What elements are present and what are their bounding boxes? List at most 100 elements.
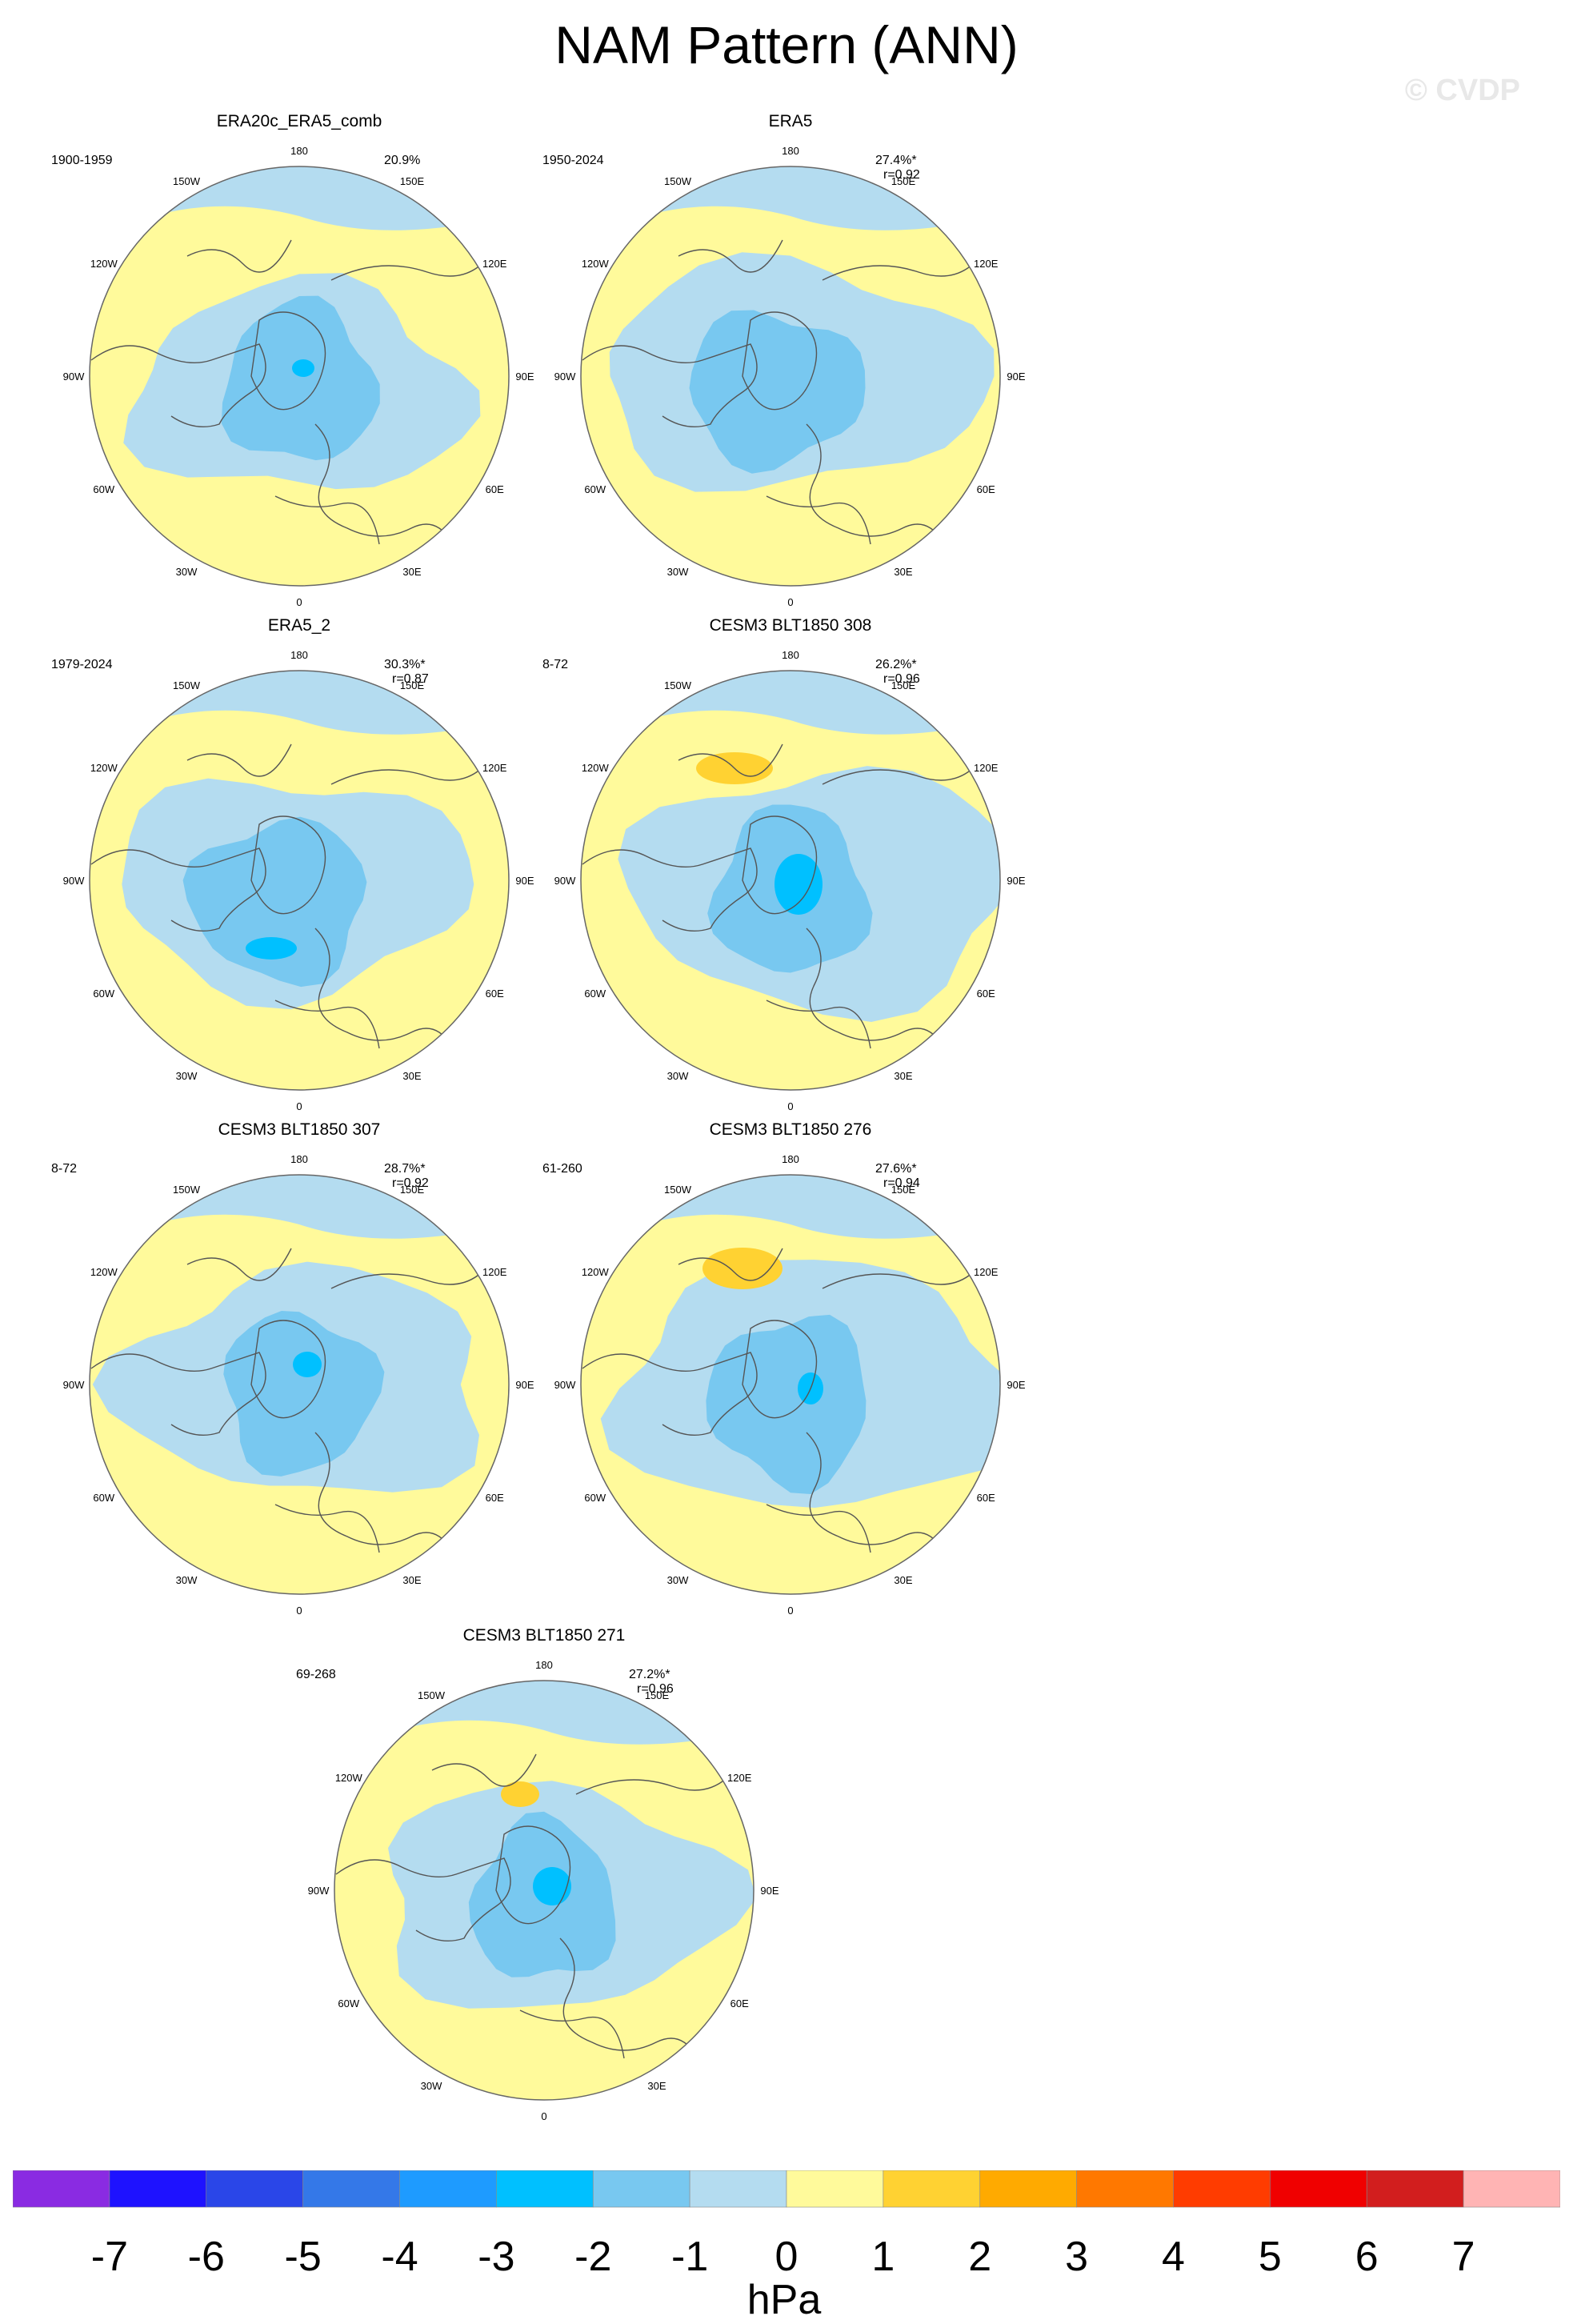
longitude-label: 90W <box>554 875 576 887</box>
colorbar-tick-label: -4 <box>381 2234 418 2280</box>
longitude-label: 90W <box>308 1885 330 1897</box>
polar-map: 180 150E 120E 90E 60E 30E 0 30W 60W 90W 120W 150W <box>63 1153 534 1617</box>
longitude-label: 30E <box>402 566 421 578</box>
longitude-label: 60E <box>730 1997 749 2009</box>
panel-variance-explained: 20.9% <box>384 154 421 167</box>
polar-map: 180 150E 120E 90E 60E 30E 0 30W 60W 90W 120W 150W <box>554 1153 1026 1617</box>
longitude-label: 0 <box>787 1100 793 1112</box>
panel-pattern-correlation: r=0.94 <box>883 1176 920 1190</box>
figure-title: NAM Pattern (ANN) <box>554 15 1019 74</box>
longitude-label: 60E <box>486 483 504 495</box>
pacific-negative-band <box>581 1175 1000 1264</box>
longitude-label: 90E <box>1007 1379 1025 1391</box>
pacific-negative-band <box>581 671 1000 760</box>
panel-title: ERA5 <box>768 112 813 130</box>
pacific-negative-band <box>90 166 509 256</box>
longitude-label: 0 <box>296 1100 302 1112</box>
longitude-label: 120W <box>90 258 118 270</box>
panel-pattern-correlation: r=0.96 <box>637 1682 674 1696</box>
panel-period: 69-268 <box>296 1668 336 1681</box>
longitude-label: 30E <box>894 1070 912 1082</box>
map-boundary <box>580 1174 1001 1595</box>
colorbar-tick-label: -3 <box>478 2234 515 2280</box>
map-panel: CESM3 BLT1850 271 69-268 27.2%* r=0.96 180 15… <box>248 1626 856 2138</box>
polar-low-center <box>689 310 866 474</box>
coastlines <box>582 238 1000 561</box>
longitude-label: 180 <box>535 1659 553 1671</box>
longitude-label: 150E <box>891 679 916 691</box>
longitude-label: 120E <box>974 1266 999 1278</box>
panel-pattern-correlation: r=0.87 <box>392 672 429 686</box>
map-boundary <box>89 166 510 587</box>
longitude-label: 30W <box>176 566 198 578</box>
longitude-label: 90W <box>63 371 85 383</box>
colorbar-swatch <box>13 2170 110 2208</box>
polar-map: 180 150E 120E 90E 60E 30E 0 30W 60W 90W 120W 150W <box>308 1659 779 2122</box>
colorbar-tick-label: 3 <box>1065 2234 1089 2280</box>
polar-low-core <box>293 1352 322 1377</box>
longitude-label: 120W <box>582 762 610 774</box>
map-boundary <box>580 670 1001 1091</box>
panel-title: ERA20c_ERA5_comb <box>216 112 382 130</box>
longitude-label: 0 <box>296 1605 302 1617</box>
colorbar-swatch <box>883 2170 981 2208</box>
panel-variance-explained: 26.2%* <box>875 658 917 671</box>
longitude-label: 90E <box>760 1885 778 1897</box>
longitude-label: 180 <box>290 1153 308 1165</box>
longitude-label: 60W <box>584 483 606 495</box>
longitude-label: 60E <box>486 988 504 1000</box>
longitude-label: 30E <box>402 1574 421 1586</box>
map-boundary <box>89 670 510 1091</box>
map-panel: ERA5 1950-2024 27.4%* r=0.92 180 150E 120E 90E 6… <box>494 112 1103 624</box>
longitude-label: 0 <box>787 1605 793 1617</box>
longitude-label: 90E <box>1007 875 1025 887</box>
pacific-high-anomaly <box>702 1248 782 1289</box>
colorbar-swatch <box>1463 2170 1560 2208</box>
longitude-label: 150W <box>173 679 201 691</box>
map-panel: ERA20c_ERA5_comb 1900-1959 20.9% 180 150E 120… <box>3 112 611 624</box>
longitude-label: 120W <box>90 762 118 774</box>
polar-low-center <box>182 816 367 988</box>
colorbar-tick-label: -1 <box>671 2234 709 2280</box>
panel-period: 8-72 <box>542 658 569 671</box>
longitude-label: 120E <box>974 258 999 270</box>
colorbar-tick-label: 1 <box>871 2234 895 2280</box>
colorbar-swatch <box>786 2170 884 2208</box>
polar-map: 180 150E 120E 90E 60E 30E 0 30W 60W 90W 120W 150W <box>63 145 534 608</box>
polar-low-core <box>533 1867 571 1905</box>
longitude-label: 180 <box>290 649 308 661</box>
pacific-high-anomaly <box>501 1781 539 1807</box>
colorbar <box>13 2170 1560 2208</box>
polar-low-center <box>223 1311 385 1477</box>
longitude-label: 120E <box>482 762 507 774</box>
longitude-label: 90E <box>515 371 534 383</box>
cvdp-watermark: © CVDP <box>1404 74 1520 107</box>
longitude-label: 120E <box>974 762 999 774</box>
panel-period: 1950-2024 <box>542 154 604 167</box>
longitude-label: 30E <box>894 1574 912 1586</box>
map-boundary <box>580 166 1001 587</box>
longitude-label: 90E <box>515 875 534 887</box>
longitude-label: 120W <box>582 1266 610 1278</box>
panel-title: ERA5_2 <box>267 616 331 635</box>
longitude-label: 0 <box>541 2110 546 2122</box>
colorbar-tick-label: -2 <box>574 2234 612 2280</box>
colorbar-tick-label: 5 <box>1258 2234 1282 2280</box>
longitude-label: 150W <box>664 1184 692 1196</box>
colorbar-swatch <box>302 2170 400 2208</box>
panel-title: CESM3 BLT1850 308 <box>709 616 872 635</box>
pacific-negative-band <box>90 671 509 760</box>
colorbar-tick-label: 4 <box>1162 2234 1185 2280</box>
longitude-label: 30E <box>647 2080 666 2092</box>
longitude-label: 150E <box>400 1184 425 1196</box>
longitude-label: 30E <box>402 1070 421 1082</box>
longitude-label: 30W <box>667 1574 689 1586</box>
polar-low-core <box>246 937 297 960</box>
longitude-label: 60E <box>977 988 995 1000</box>
longitude-label: 120E <box>482 1266 507 1278</box>
longitude-label: 60E <box>977 1492 995 1504</box>
map-boundary <box>89 1174 510 1595</box>
colorbar-tick-label: 0 <box>774 2234 799 2280</box>
panel-variance-explained: 30.3%* <box>384 658 426 671</box>
longitude-label: 60W <box>93 483 114 495</box>
